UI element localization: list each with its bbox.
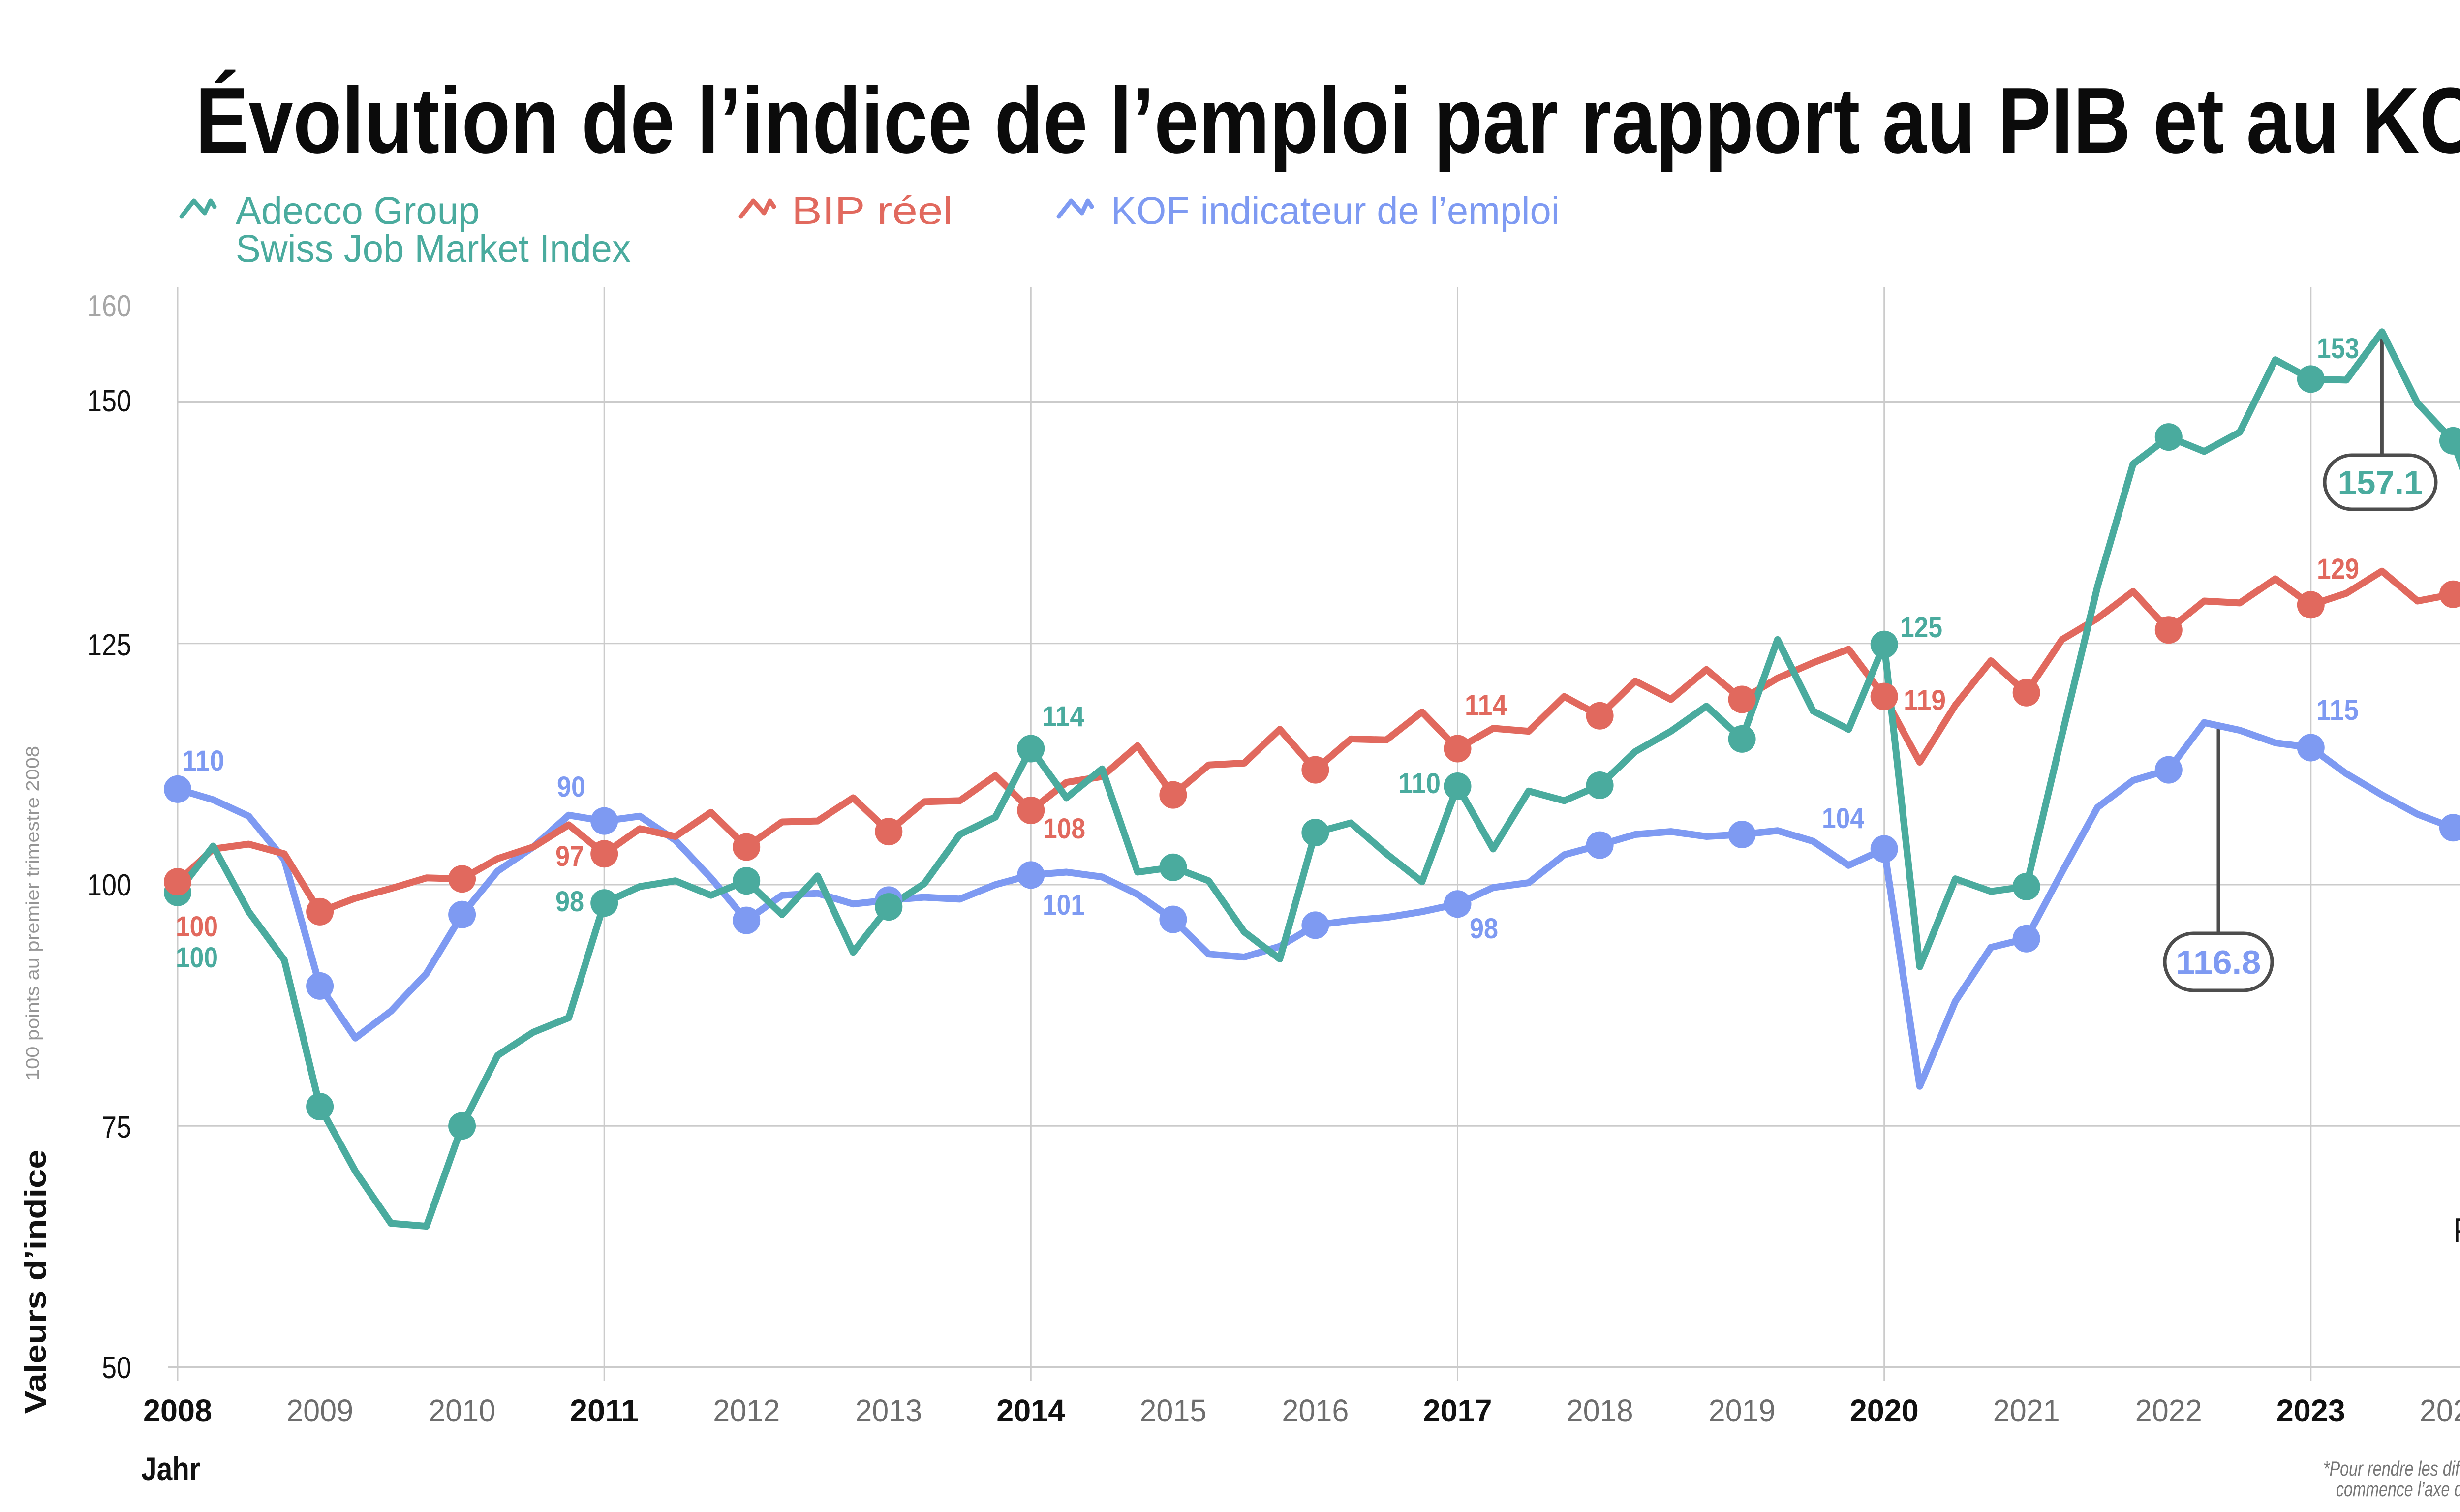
svg-text:125: 125	[87, 628, 131, 662]
svg-text:2010: 2010	[429, 1393, 495, 1428]
svg-text:Adecco Group: Adecco Group	[236, 188, 480, 232]
svg-text:110: 110	[1398, 768, 1441, 800]
svg-text:114: 114	[1042, 701, 1084, 733]
svg-text:2017: 2017	[1423, 1393, 1492, 1428]
svg-text:Swiss Job Market Index: Swiss Job Market Index	[236, 226, 631, 270]
svg-text:50: 50	[102, 1351, 131, 1385]
svg-text:153: 153	[2317, 333, 2359, 365]
svg-text:75: 75	[102, 1111, 131, 1144]
svg-text:104: 104	[1822, 802, 1864, 834]
svg-text:2021: 2021	[1993, 1393, 2060, 1428]
svg-text:114: 114	[1465, 689, 1507, 721]
svg-text:2019: 2019	[1709, 1393, 1776, 1428]
svg-text:Jahr: Jahr	[141, 1450, 200, 1487]
svg-text:2023: 2023	[2276, 1393, 2345, 1428]
svg-text:2016: 2016	[1282, 1393, 1349, 1428]
svg-text:2013: 2013	[855, 1393, 922, 1428]
svg-text:129: 129	[2317, 553, 2359, 585]
svg-text:150: 150	[87, 384, 131, 418]
svg-text:2022: 2022	[2135, 1393, 2202, 1428]
svg-text:2024: 2024	[2420, 1393, 2460, 1428]
svg-text:115: 115	[2316, 694, 2359, 726]
svg-text:98: 98	[555, 886, 584, 918]
svg-text:Valeurs d’indice: Valeurs d’indice	[19, 1150, 53, 1414]
svg-text:98: 98	[1470, 913, 1498, 945]
svg-text:100: 100	[87, 868, 131, 902]
svg-text:2018: 2018	[1567, 1393, 1633, 1428]
svg-text:2012: 2012	[713, 1393, 780, 1428]
svg-text:2020: 2020	[1850, 1393, 1919, 1428]
svg-text:BIP réel: BIP réel	[792, 188, 953, 232]
svg-text:2015: 2015	[1139, 1393, 1206, 1428]
svg-text:97: 97	[555, 840, 584, 872]
svg-text:commence l’axe des Y à une val: commence l’axe des Y à une valeur d’indi…	[2336, 1478, 2460, 1501]
svg-text:125: 125	[1900, 612, 1942, 644]
svg-text:100 points au premier trimestr: 100 points au premier trimestre 2008	[23, 746, 43, 1080]
svg-text:2008: 2008	[143, 1393, 212, 1428]
svg-text:90: 90	[557, 771, 585, 803]
svg-text:157.1: 157.1	[2338, 464, 2423, 501]
svg-text:160: 160	[87, 289, 131, 323]
svg-text:101: 101	[1043, 889, 1085, 921]
svg-text:Évolution de l’indice de l’emp: Évolution de l’indice de l’emploi par ra…	[195, 68, 2460, 173]
svg-text:2014: 2014	[996, 1393, 1065, 1428]
svg-text:108: 108	[1043, 813, 1085, 845]
svg-text:100: 100	[176, 911, 218, 943]
svg-text:2011: 2011	[570, 1393, 639, 1428]
svg-text:119: 119	[1904, 684, 1946, 716]
svg-text:100: 100	[176, 942, 218, 974]
svg-text:110: 110	[182, 745, 224, 777]
svg-text:2009: 2009	[286, 1393, 353, 1428]
svg-text:*Pour rendre les différences e: *Pour rendre les différences entre les v…	[2323, 1457, 2460, 1480]
svg-text:116.8: 116.8	[2176, 944, 2261, 981]
svg-text:KOF indicateur de l’emploi: KOF indicateur de l’emploi	[1111, 188, 1560, 232]
svg-text:Point culminant: Point culminant	[2454, 1211, 2460, 1249]
